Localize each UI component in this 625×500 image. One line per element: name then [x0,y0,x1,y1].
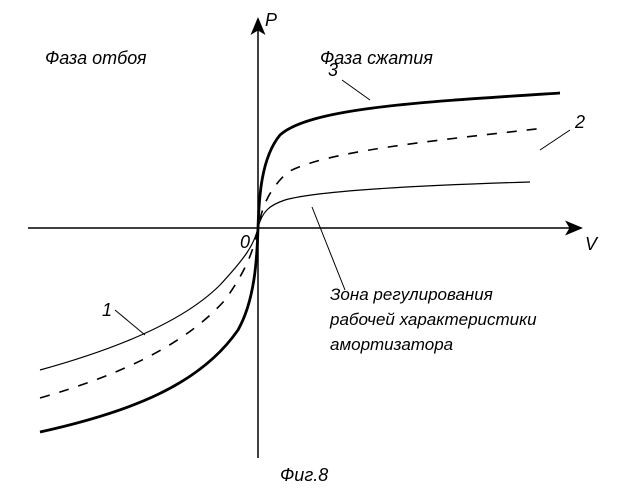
curve-1 [40,182,530,370]
phase-left-label: Фаза отбоя [45,48,146,69]
curve-3-label: 3 [328,60,338,81]
leader-1 [115,310,145,335]
leader-3 [342,80,370,100]
axis-label-v: V [585,234,597,255]
diagram-svg [0,0,625,500]
origin-label: 0 [240,232,250,253]
curve-2-label: 2 [575,112,585,133]
curve-3 [40,93,560,432]
zone-label-line2: рабочей характеристики [330,310,537,330]
leader-zone [312,207,345,290]
axis-label-p: P [265,10,277,31]
curve-1-label: 1 [102,300,112,321]
curve-2 [40,128,545,398]
figure-caption: Фиг.8 [280,465,328,486]
zone-label-line3: амортизатора [330,335,453,355]
zone-label-line1: Зона регулирования [330,285,493,305]
leader-2 [540,130,570,150]
